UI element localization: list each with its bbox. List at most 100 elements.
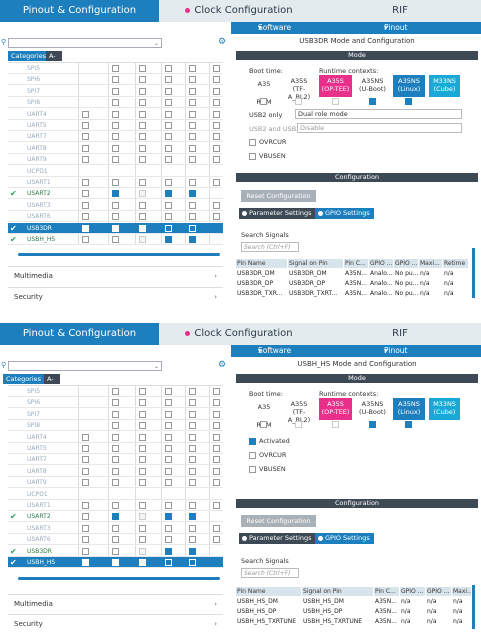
context-checkbox[interactable] — [189, 213, 196, 221]
context-checkbox[interactable] — [165, 76, 172, 84]
list-item-usart6[interactable]: USART6 — [8, 211, 223, 223]
context-checkbox[interactable] — [139, 422, 146, 430]
context-checkbox[interactable] — [165, 110, 172, 118]
context-checkbox[interactable] — [213, 156, 220, 164]
context-checkbox[interactable] — [213, 445, 220, 452]
context-checkbox[interactable] — [139, 144, 146, 152]
tab-clock-configuration[interactable]: Clock Configuration — [159, 0, 319, 22]
context-checkbox[interactable] — [213, 536, 220, 544]
context-checkbox[interactable] — [165, 547, 172, 555]
context-checkbox[interactable] — [189, 201, 196, 209]
context-checkbox[interactable] — [165, 433, 172, 441]
context-checkbox[interactable] — [82, 479, 89, 487]
column-header[interactable]: Maxi... — [453, 587, 472, 596]
checkbox[interactable] — [249, 451, 256, 459]
horizontal-scrollbar[interactable] — [18, 577, 220, 580]
tab-pinout-configuration[interactable]: Pinout & Configuration — [0, 323, 159, 345]
column-header[interactable]: Signal on Pin — [302, 587, 374, 596]
context-checkbox[interactable] — [189, 410, 196, 418]
context-checkbox[interactable] — [165, 133, 172, 141]
list-item-uart9[interactable]: UART9 — [8, 477, 223, 489]
option-ovrcur[interactable]: OVRCUR — [249, 138, 286, 146]
list-item-usbh-hs[interactable]: ✔ USBH_HS — [8, 234, 223, 245]
context-checkbox[interactable] — [82, 536, 89, 544]
context-checkbox[interactable] — [165, 513, 172, 521]
context-checkbox[interactable] — [189, 156, 196, 164]
context-checkbox[interactable] — [189, 456, 196, 464]
context-checkbox[interactable] — [213, 456, 220, 464]
category-search-input[interactable]: ⌄ — [8, 361, 162, 371]
list-item-usart3[interactable]: USART3 — [8, 200, 223, 211]
context-checkbox[interactable] — [213, 524, 220, 532]
context-checkbox[interactable] — [112, 201, 119, 209]
list-item-spi6[interactable]: SPI6 — [8, 74, 223, 86]
context-checkbox[interactable] — [331, 421, 339, 428]
context-checkbox[interactable] — [165, 201, 172, 209]
context-checkbox[interactable] — [112, 144, 119, 152]
context-checkbox[interactable] — [112, 467, 119, 475]
chevron-down-icon[interactable]: ⌄ — [153, 363, 159, 370]
context-checkbox[interactable] — [189, 224, 196, 232]
context-checkbox[interactable] — [139, 122, 146, 129]
context-checkbox[interactable] — [189, 388, 196, 395]
context-checkbox[interactable] — [165, 445, 172, 452]
context-checkbox[interactable] — [139, 65, 146, 72]
context-checkbox[interactable] — [213, 467, 220, 475]
column-header[interactable]: Pin Name — [236, 587, 302, 596]
list-item-uart9[interactable]: UART9 — [8, 154, 223, 166]
security-section[interactable]: Security › — [8, 614, 223, 632]
context-checkbox[interactable] — [82, 445, 89, 452]
context-checkbox[interactable] — [189, 87, 196, 95]
context-checkbox[interactable] — [139, 547, 146, 555]
context-checkbox[interactable] — [405, 421, 412, 428]
tab-parameter-settings[interactable]: Parameter Settings — [239, 533, 316, 544]
context-checkbox[interactable] — [189, 190, 196, 198]
context-checkbox[interactable] — [139, 133, 146, 141]
category-search-input[interactable]: ⌄ — [8, 38, 162, 48]
tab-rif[interactable]: RIF — [392, 5, 408, 16]
context-checkbox[interactable] — [82, 110, 89, 118]
context-checkbox[interactable] — [82, 156, 89, 164]
list-item-usbh-hs[interactable]: ✔ USBH_HS — [8, 557, 223, 568]
context-checkbox[interactable] — [165, 559, 172, 566]
list-item-usart1[interactable]: USART1 — [8, 500, 223, 511]
context-checkbox[interactable] — [139, 502, 146, 509]
context-checkbox[interactable] — [189, 513, 196, 521]
context-checkbox[interactable] — [82, 513, 89, 521]
context-checkbox[interactable] — [213, 388, 220, 395]
context-checkbox[interactable] — [139, 410, 146, 418]
context-checkbox[interactable] — [112, 559, 119, 566]
vertical-scrollbar[interactable] — [472, 248, 475, 298]
context-checkbox[interactable] — [189, 479, 196, 487]
context-checkbox[interactable] — [213, 76, 220, 84]
column-header[interactable]: Pin C... — [344, 259, 369, 268]
context-checkbox[interactable] — [139, 456, 146, 464]
list-item-uart4[interactable]: UART4 — [8, 432, 223, 443]
context-checkbox[interactable] — [165, 190, 172, 198]
list-item-uart7[interactable]: UART7 — [8, 131, 223, 143]
gear-icon[interactable]: ⚙ — [218, 37, 227, 47]
column-header[interactable]: GPIO ... — [370, 259, 394, 268]
tab-gpio-settings[interactable]: GPIO Settings — [315, 208, 374, 219]
context-checkbox[interactable] — [189, 559, 196, 566]
column-header[interactable]: Pin C... — [374, 587, 400, 596]
context-checkbox[interactable] — [112, 87, 119, 95]
option-ovrcur[interactable]: OVRCUR — [249, 451, 286, 459]
context-checkbox[interactable] — [165, 524, 172, 532]
context-checkbox[interactable] — [82, 179, 89, 186]
context-checkbox[interactable] — [112, 213, 119, 221]
context-checkbox[interactable] — [82, 433, 89, 441]
context-checkbox[interactable] — [82, 502, 89, 509]
context-checkbox[interactable] — [189, 110, 196, 118]
table-row[interactable]: USBH_HS_TXRTUNE USBH_HS_TXRTUNE A35N... n/a… — [236, 617, 472, 626]
context-checkbox[interactable] — [112, 410, 119, 418]
context-checkbox[interactable] — [82, 224, 89, 232]
context-checkbox[interactable] — [213, 213, 220, 221]
context-checkbox[interactable] — [82, 456, 89, 464]
context-checkbox[interactable] — [165, 388, 172, 395]
vertical-scrollbar[interactable] — [472, 585, 475, 629]
context-checkbox[interactable] — [82, 559, 89, 566]
context-checkbox[interactable] — [165, 156, 172, 164]
context-checkbox[interactable] — [112, 513, 119, 521]
usb2-usb3-select[interactable]: Disable — [297, 123, 462, 133]
